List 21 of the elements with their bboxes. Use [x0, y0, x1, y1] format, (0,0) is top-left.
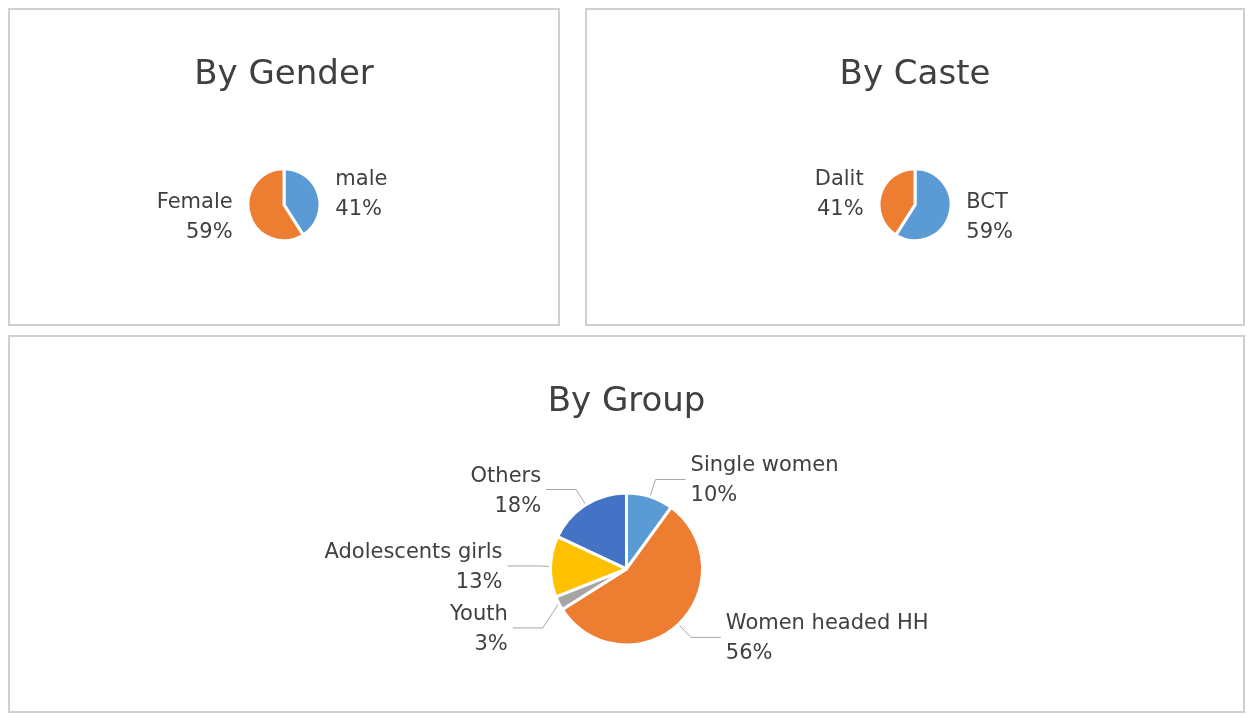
data-label: 59% [966, 219, 1014, 244]
chart-title: By Gender [194, 52, 374, 92]
data-label: 3% [474, 630, 508, 655]
data-label: 59% [185, 219, 233, 244]
data-label: 10% [690, 482, 738, 507]
chart-title: By Group [547, 379, 706, 419]
data-label: 56% [725, 640, 773, 665]
slice-label: Adolescents girls [324, 538, 503, 563]
data-label: 13% [455, 568, 503, 593]
slice-label: Female [156, 189, 233, 214]
data-label: 41% [816, 195, 864, 220]
slice-label: Youth [449, 600, 508, 625]
slice-label: Women headed HH [725, 610, 929, 635]
slice-label: Others [470, 462, 542, 487]
slice-label: BCT [966, 189, 1009, 214]
slice-label: male [335, 165, 388, 190]
data-label: 41% [335, 195, 383, 220]
slice-label: Dalit [814, 165, 864, 190]
data-label: 18% [494, 492, 542, 517]
chart-title: By Caste [839, 52, 991, 92]
slice-label: Single women [690, 452, 839, 477]
